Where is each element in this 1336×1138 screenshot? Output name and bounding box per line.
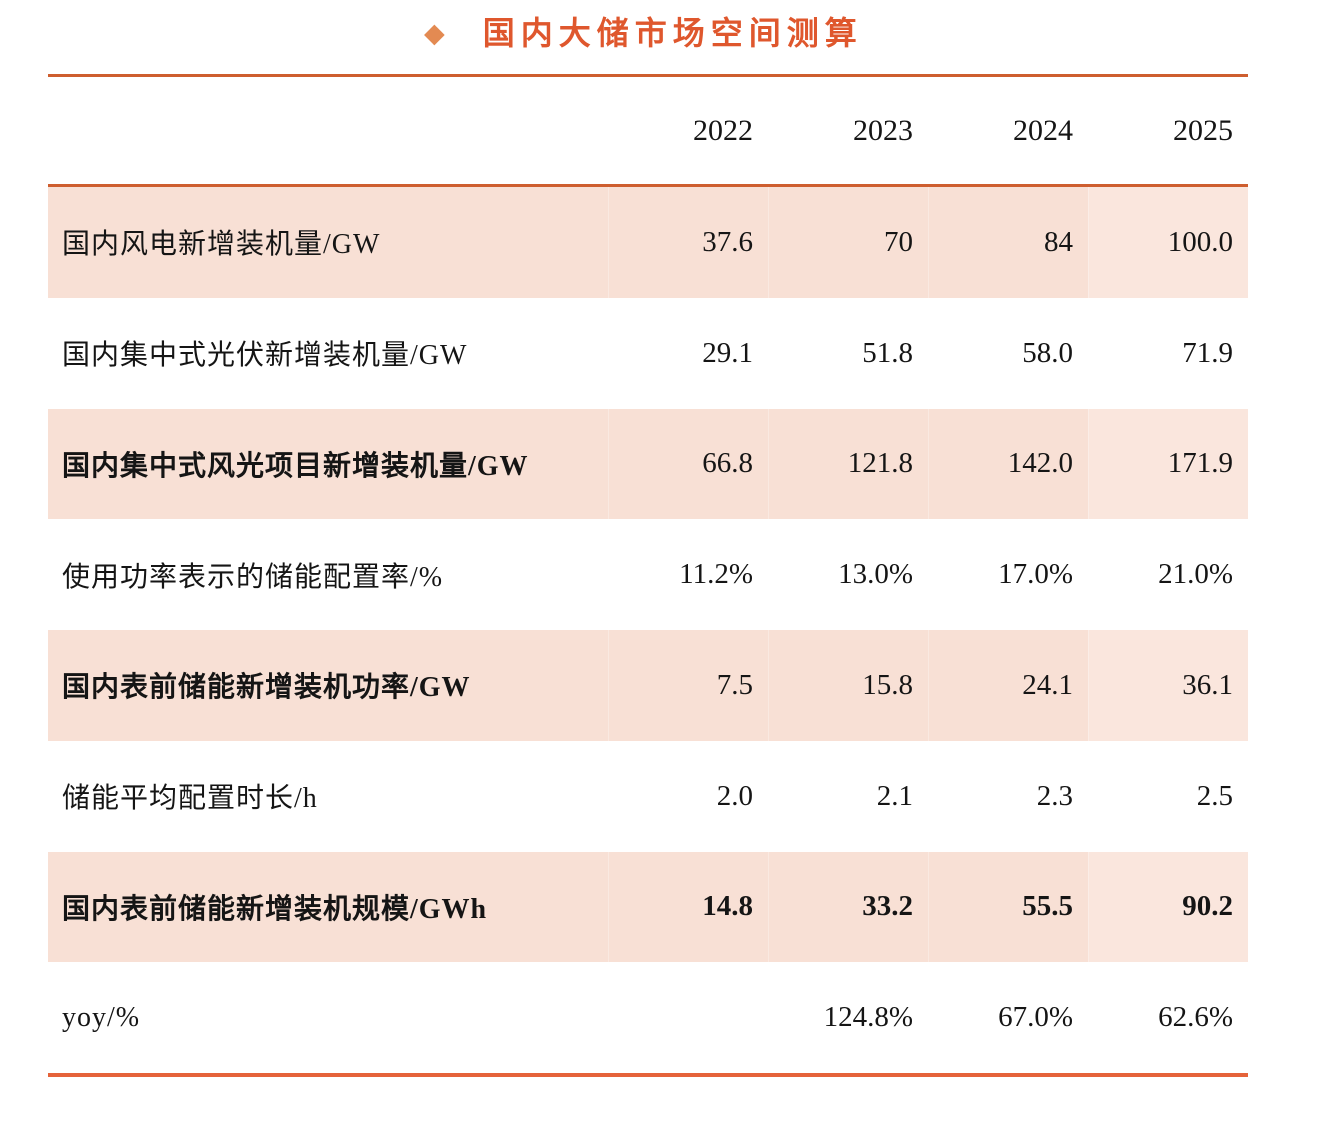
cell-value: 121.8 — [768, 409, 928, 520]
cell-value: 2.1 — [876, 779, 913, 812]
table-row: 国内集中式风光项目新增装机量/GW 66.8 121.8 142.0 171.9 — [48, 408, 1248, 520]
row-label: yoy/% — [62, 1001, 141, 1033]
cell-value: 14.8 — [608, 852, 768, 963]
cell-value: 13.0% — [838, 558, 913, 591]
cell-value: 21.0% — [1158, 558, 1233, 591]
cell-value: 84 — [928, 187, 1088, 298]
table-body: 国内风电新增装机量/GW 37.6 70 84 100.0 国内集中式光伏新增装… — [48, 187, 1248, 1073]
cell-value: 36.1 — [1088, 630, 1248, 741]
bottom-divider — [48, 1073, 1248, 1077]
cell-value: 100.0 — [1088, 187, 1248, 298]
cell-value: 15.8 — [768, 630, 928, 741]
table-row: 国内集中式光伏新增装机量/GW 29.1 51.8 58.0 71.9 — [48, 297, 1248, 409]
row-label: 国内表前储能新增装机规模/GWh — [62, 893, 488, 925]
cell-value — [608, 962, 768, 1073]
cell-value: 71.9 — [1182, 336, 1233, 369]
cell-value: 70 — [768, 187, 928, 298]
section-title-row: ◆ 国内大储市场空间测算 — [424, 14, 863, 52]
cell-value: 2.0 — [716, 779, 753, 812]
row-label: 国内表前储能新增装机功率/GW — [62, 672, 471, 704]
table-row: 国内表前储能新增装机功率/GW 7.5 15.8 24.1 36.1 — [48, 630, 1248, 741]
row-label: 使用功率表示的储能配置率/% — [62, 561, 444, 593]
cell-value: 66.8 — [608, 409, 768, 520]
cell-value: 62.6% — [1158, 1001, 1233, 1034]
table-row: 使用功率表示的储能配置率/% 11.2% 13.0% 17.0% 21.0% — [48, 519, 1248, 630]
header-divider — [48, 184, 1248, 187]
cell-value: 142.0 — [928, 409, 1088, 520]
cell-value: 90.2 — [1088, 851, 1248, 963]
table-row: 储能平均配置时长/h 2.0 2.1 2.3 2.5 — [48, 740, 1248, 852]
page-title: 国内大储市场空间测算 — [482, 15, 863, 51]
table-row: yoy/% 124.8% 67.0% 62.6% — [48, 962, 1248, 1073]
row-label: 国内风电新增装机量/GW — [62, 229, 381, 261]
cell-value: 51.8 — [862, 336, 913, 369]
cell-value: 55.5 — [928, 852, 1088, 963]
cell-value: 24.1 — [928, 630, 1088, 741]
row-label: 国内集中式光伏新增装机量/GW — [62, 340, 468, 372]
table-header-row: 2022 2023 2024 2025 — [48, 77, 1248, 184]
cell-value: 171.9 — [1088, 408, 1248, 520]
table-row: 国内风电新增装机量/GW 37.6 70 84 100.0 — [48, 187, 1248, 298]
column-header-2022: 2022 — [693, 113, 753, 147]
cell-value: 7.5 — [608, 630, 768, 741]
cell-value: 11.2% — [679, 558, 753, 591]
cell-value: 58.0 — [1022, 336, 1073, 369]
cell-value: 29.1 — [702, 336, 753, 369]
row-label: 国内集中式风光项目新增装机量/GW — [62, 450, 529, 482]
cell-value: 67.0% — [998, 1001, 1073, 1034]
cell-value: 2.3 — [1036, 779, 1073, 812]
diamond-bullet-icon: ◆ — [424, 17, 445, 48]
row-label: 储能平均配置时长/h — [62, 783, 318, 815]
cell-value: 37.6 — [608, 187, 768, 298]
cell-value: 17.0% — [998, 558, 1073, 591]
table-row: 国内表前储能新增装机规模/GWh 14.8 33.2 55.5 90.2 — [48, 851, 1248, 963]
cell-value: 124.8% — [823, 1001, 913, 1034]
cell-value: 33.2 — [768, 852, 928, 963]
top-divider — [48, 74, 1248, 77]
column-header-2024: 2024 — [1013, 113, 1073, 147]
column-header-2023: 2023 — [853, 113, 913, 147]
column-header-2025: 2025 — [1173, 113, 1233, 147]
cell-value: 2.5 — [1196, 779, 1233, 812]
